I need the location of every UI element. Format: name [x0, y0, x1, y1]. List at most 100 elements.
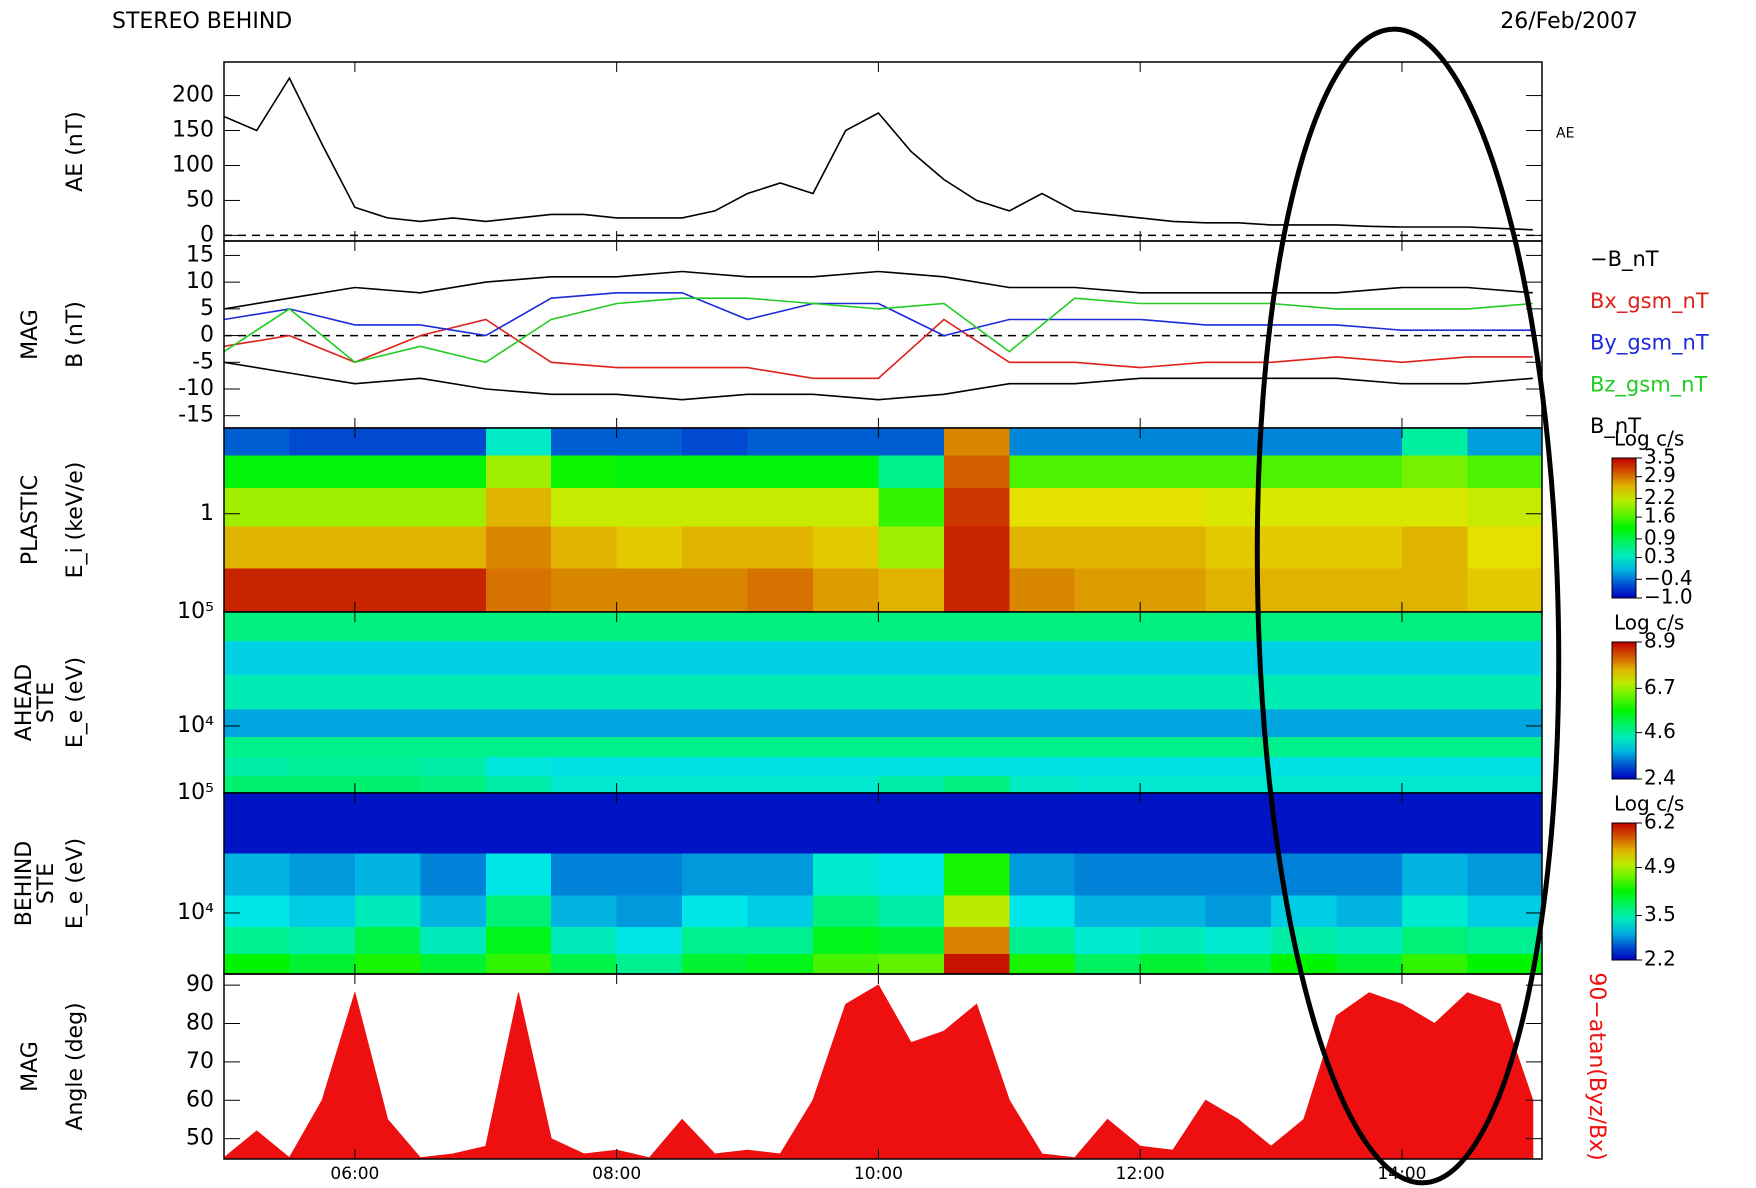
y-tick-label: 90: [186, 972, 214, 997]
heatmap-cell: [943, 708, 1010, 738]
heatmap-cell: [1074, 926, 1141, 955]
y-tick-label: 10⁴: [177, 900, 214, 925]
y-tick-label: 10⁵: [177, 780, 214, 805]
heatmap-cell: [1140, 736, 1207, 757]
heatmap-cell: [682, 775, 749, 793]
heatmap-cell: [878, 852, 945, 896]
legend-entry: 90−atan(Byz/Bx): [1584, 972, 1609, 1160]
heatmap-cell: [551, 640, 618, 676]
colorbar-tick-label: −0.4: [1644, 566, 1693, 590]
heatmap-cell: [420, 525, 487, 569]
heatmap-cell: [354, 953, 421, 974]
legend-entry: AE: [1556, 126, 1574, 142]
heatmap-cell: [420, 567, 487, 612]
colorbar-tick-label: 4.6: [1644, 719, 1676, 743]
y-axis-label: E_i (keV/e): [63, 462, 88, 579]
heatmap-cell: [943, 567, 1010, 612]
heatmap-cell: [878, 612, 945, 641]
heatmap-cell: [1009, 454, 1076, 488]
heatmap-cell: [1401, 793, 1468, 854]
heatmap-cell: [812, 953, 880, 974]
heatmap-cell: [812, 775, 880, 793]
heatmap-cell: [1205, 953, 1272, 974]
heatmap-cell: [1401, 525, 1468, 569]
heatmap-cell: [420, 674, 487, 710]
y-axis-label: B (nT): [63, 301, 88, 368]
heatmap-cell: [616, 525, 683, 569]
heatmap-cell: [1140, 612, 1207, 641]
heatmap-cell: [354, 756, 421, 777]
heatmap-cell: [1336, 793, 1403, 854]
heatmap-cell: [943, 428, 1010, 456]
heatmap-cell: [1467, 525, 1542, 569]
heatmap-cell: [943, 953, 1010, 974]
plot-area: [224, 793, 1542, 974]
heatmap-cell: [747, 756, 814, 777]
heatmap-cell: [682, 852, 749, 896]
colorbar-tick-label: 0.3: [1644, 544, 1676, 568]
colorbar: [1611, 641, 1637, 780]
heatmap-cell: [289, 674, 356, 710]
heatmap-cell: [1271, 640, 1338, 676]
legend-entry: By_gsm_nT: [1590, 331, 1709, 356]
colorbar-title: Log c/s: [1614, 611, 1684, 635]
colorbar-tick-label: 2.9: [1644, 463, 1676, 487]
heatmap-cell: [1140, 567, 1207, 612]
heatmap-cell: [878, 454, 945, 488]
heatmap-cell: [354, 428, 421, 456]
heatmap-cell: [1467, 852, 1542, 896]
y-tick-label: 10⁴: [177, 713, 214, 738]
heatmap-cell: [616, 454, 683, 488]
heatmap-cell: [1336, 894, 1403, 927]
heatmap-cell: [224, 953, 291, 974]
heatmap-cell: [551, 736, 618, 757]
heatmap-cell: [485, 736, 552, 757]
heatmap-cell: [354, 775, 421, 793]
heatmap-cell: [747, 525, 814, 569]
heatmap-cell: [420, 926, 487, 955]
heatmap-cell: [1401, 454, 1468, 488]
heatmap-cell: [682, 926, 749, 955]
heatmap-cell: [289, 454, 356, 488]
heatmap-cell: [1336, 454, 1403, 488]
heatmap-cell: [1205, 756, 1272, 777]
annotation-ellipse: [1254, 26, 1562, 1186]
heatmap-cell: [616, 852, 683, 896]
heatmap-cell: [420, 756, 487, 777]
heatmap-cell: [224, 793, 291, 854]
heatmap-cell: [485, 487, 552, 527]
heatmap-cell: [878, 775, 945, 793]
y-axis-label: STE: [34, 863, 59, 904]
heatmap-cell: [224, 454, 291, 488]
heatmap-cell: [747, 736, 814, 757]
heatmap-cell: [1009, 525, 1076, 569]
heatmap-cell: [485, 775, 552, 793]
x-tick-label: 06:00: [330, 1164, 379, 1184]
heatmap-cell: [1271, 567, 1338, 612]
heatmap-cell: [354, 674, 421, 710]
heatmap-cell: [1336, 640, 1403, 676]
heatmap-cell: [1401, 640, 1468, 676]
heatmap-cell: [1336, 708, 1403, 738]
heatmap-cell: [485, 708, 552, 738]
figure-title: STEREO BEHIND: [112, 9, 292, 34]
figure-date: 26/Feb/2007: [1500, 9, 1638, 34]
heatmap-cell: [878, 674, 945, 710]
heatmap-cell: [747, 674, 814, 710]
heatmap-cell: [551, 926, 618, 955]
heatmap-cell: [812, 454, 880, 488]
legend-entry: B_nT: [1590, 414, 1641, 439]
heatmap-cell: [1074, 487, 1141, 527]
heatmap-cell: [878, 525, 945, 569]
heatmap-cell: [1205, 525, 1272, 569]
plot-area: [224, 612, 1542, 793]
heatmap-cell: [812, 708, 880, 738]
heatmap-cell: [1074, 708, 1141, 738]
heatmap-cell: [289, 756, 356, 777]
heatmap-cell: [485, 525, 552, 569]
heatmap-cell: [1467, 567, 1542, 612]
heatmap-cell: [812, 567, 880, 612]
heatmap-cell: [354, 567, 421, 612]
heatmap-cell: [878, 736, 945, 757]
heatmap-cell: [1401, 708, 1468, 738]
